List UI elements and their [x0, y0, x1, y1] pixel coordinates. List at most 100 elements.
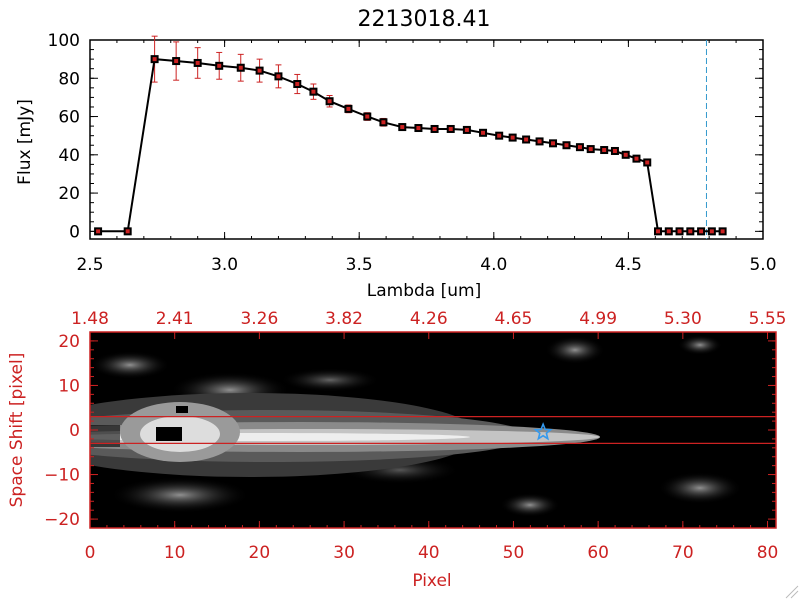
data-point-marker-fill — [238, 65, 243, 70]
x-tick-label: 60 — [587, 543, 609, 563]
noise-blob — [280, 368, 380, 392]
data-point-marker-fill — [645, 160, 650, 165]
data-point-marker-fill — [311, 89, 316, 94]
data-point-marker-fill — [448, 126, 453, 131]
y-tick-label: 0 — [69, 421, 80, 441]
data-point-marker-fill — [276, 74, 281, 79]
data-point-marker-fill — [295, 82, 300, 87]
top-tick-label: 4.65 — [495, 309, 533, 329]
x-tick-label: 3.0 — [211, 255, 238, 275]
y-tick-label: 40 — [58, 146, 80, 166]
noise-blob — [110, 477, 250, 513]
data-point-marker-fill — [537, 139, 542, 144]
top-tick-label: 4.26 — [410, 309, 448, 329]
data-point-marker-fill — [432, 126, 437, 131]
data-point-marker-fill — [217, 63, 222, 68]
x-tick-label: 0 — [85, 543, 96, 563]
data-point-marker-fill — [174, 59, 179, 64]
spectrum-y-label: Flux [mJy] — [15, 99, 35, 185]
data-point-marker-fill — [381, 120, 386, 125]
x-tick-label: 10 — [164, 543, 186, 563]
y-tick-label: −20 — [44, 510, 80, 530]
noise-blob — [678, 335, 722, 355]
y-tick-label: 20 — [58, 184, 80, 204]
x-tick-label: 20 — [249, 543, 271, 563]
spectrum-line — [98, 58, 723, 233]
noise-blob — [90, 351, 170, 379]
spectrum-error-bars — [151, 35, 651, 165]
x-tick-label: 4.5 — [615, 255, 642, 275]
spectrum-x-ticks: 2.5 3.0 3.5 4.0 4.5 5.0 — [76, 40, 777, 275]
spectral-image-panel: 0 10 20 30 40 50 60 70 80 −20 −10 0 10 20 1.48 2.41 3.… — [7, 309, 787, 591]
extraction-box — [90, 416, 776, 444]
data-point-marker-fill — [365, 114, 370, 119]
chart-title: 2213018.41 — [358, 7, 491, 32]
x-tick-label: 30 — [333, 543, 355, 563]
x-tick-label: 50 — [503, 543, 525, 563]
top-tick-label: 4.99 — [579, 309, 617, 329]
data-point-marker-fill — [709, 229, 714, 234]
data-point-marker-fill — [152, 57, 157, 62]
x-tick-label: 3.5 — [346, 255, 373, 275]
data-point-marker-fill — [588, 147, 593, 152]
data-point-marker-fill — [612, 148, 617, 153]
top-tick-label: 3.26 — [240, 309, 278, 329]
y-tick-label: −10 — [44, 466, 80, 486]
noise-blob — [500, 493, 560, 517]
x-tick-label: 5.0 — [749, 255, 776, 275]
data-point-marker-fill — [464, 127, 469, 132]
spectrum-markers — [94, 55, 727, 236]
y-tick-label: 0 — [69, 222, 80, 242]
image-y-ticks: −20 −10 0 10 20 — [44, 332, 776, 530]
x-tick-label: 40 — [418, 543, 440, 563]
data-point-marker-fill — [416, 126, 421, 131]
data-point-marker-fill — [346, 106, 351, 111]
data-point-marker-fill — [400, 125, 405, 130]
noise-blob — [658, 472, 742, 504]
image-y-label: Space Shift [pixel] — [7, 353, 27, 508]
spectrum-y-ticks: 0 20 40 60 80 100 — [48, 31, 763, 242]
data-point-marker-fill — [125, 229, 130, 234]
image-x-label: Pixel — [412, 571, 451, 591]
spectral-image — [90, 335, 742, 517]
data-point-marker-fill — [688, 229, 693, 234]
saturated-pixels — [176, 406, 188, 413]
y-tick-label: 100 — [48, 31, 80, 51]
data-point-marker-fill — [623, 152, 628, 157]
spectrum-panel: 2213018.41 2.5 3.0 3.5 4.0 4.5 5.0 0 20 40 60 80 1… — [15, 7, 777, 301]
top-tick-label: 5.30 — [664, 309, 702, 329]
spectrum-axes-frame — [89, 39, 764, 240]
x-tick-label: 4.0 — [480, 255, 507, 275]
spectrum-x-label: Lambda [um] — [367, 281, 481, 301]
x-tick-label: 70 — [672, 543, 694, 563]
top-tick-label: 1.48 — [71, 309, 109, 329]
star-icon — [533, 422, 553, 441]
saturated-pixels — [156, 427, 182, 441]
data-point-marker-fill — [656, 229, 661, 234]
data-point-marker-fill — [677, 229, 682, 234]
data-point-marker-fill — [564, 143, 569, 148]
top-tick-label: 2.41 — [156, 309, 194, 329]
image-x-ticks: 0 10 20 30 40 50 60 70 80 — [85, 521, 779, 563]
data-point-marker-fill — [481, 130, 486, 135]
data-point-marker-fill — [510, 135, 515, 140]
y-tick-label: 20 — [58, 332, 80, 352]
data-point-marker-fill — [699, 229, 704, 234]
star-marker-shape — [533, 422, 553, 441]
data-point-marker-fill — [577, 145, 582, 150]
resize-grip-icon[interactable] — [785, 585, 799, 599]
data-point-marker-fill — [602, 148, 607, 153]
data-point-marker-fill — [551, 141, 556, 146]
data-point-marker-fill — [195, 60, 200, 65]
data-point-marker-fill — [524, 137, 529, 142]
top-tick-label: 5.55 — [749, 309, 787, 329]
data-point-marker-fill — [497, 133, 502, 138]
x-tick-label: 80 — [757, 543, 779, 563]
top-tick-label: 3.82 — [325, 309, 363, 329]
noise-blob — [545, 336, 605, 364]
y-tick-label: 80 — [58, 69, 80, 89]
data-point-marker-fill — [634, 156, 639, 161]
y-tick-label: 10 — [58, 376, 80, 396]
data-point-marker-fill — [666, 229, 671, 234]
